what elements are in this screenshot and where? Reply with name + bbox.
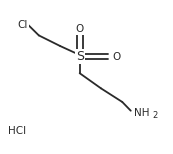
Text: NH: NH: [134, 107, 150, 118]
Text: Cl: Cl: [18, 20, 28, 30]
Text: HCl: HCl: [8, 126, 26, 136]
Text: O: O: [112, 52, 120, 62]
Text: O: O: [76, 24, 84, 34]
Text: S: S: [76, 50, 84, 63]
Text: 2: 2: [152, 111, 157, 120]
